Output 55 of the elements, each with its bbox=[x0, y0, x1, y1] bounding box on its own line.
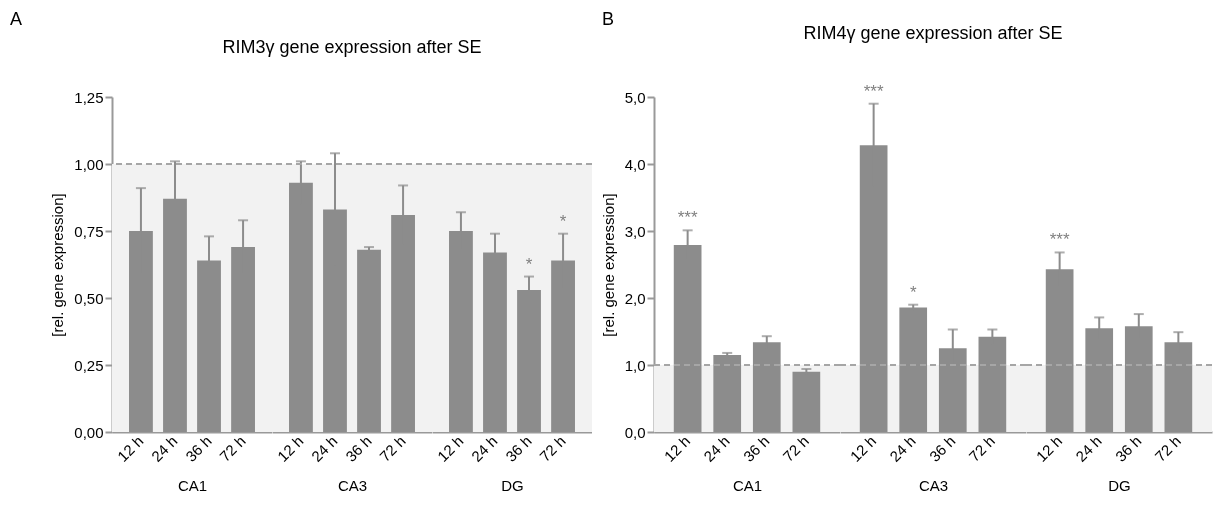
y-tick-label: 3,0 bbox=[624, 222, 646, 240]
y-tick-label: 1,00 bbox=[74, 155, 104, 173]
annotation: *** bbox=[1049, 230, 1070, 250]
y-tick-label: 2,0 bbox=[624, 289, 646, 307]
x-tick-label: 72 h bbox=[779, 432, 813, 465]
text: B bbox=[602, 9, 615, 30]
y-tick-label: 5,0 bbox=[624, 88, 646, 106]
y-axis-title: [rel. gene expression] bbox=[49, 193, 67, 337]
x-tick-label: 72 h bbox=[376, 432, 409, 465]
y-tick-label: 0,00 bbox=[74, 423, 104, 441]
y-tick-label: 0,25 bbox=[74, 356, 104, 374]
x-tick-label: 36 h bbox=[739, 432, 773, 465]
x-axis-title: CA3 bbox=[918, 476, 949, 494]
x-tick-label: 72 h bbox=[965, 432, 999, 465]
x-tick-label: 36 h bbox=[182, 432, 215, 465]
x-tick-label: 72 h bbox=[536, 432, 569, 465]
x-tick-label: 12 h bbox=[433, 432, 467, 465]
x-tick-label: 24 h bbox=[886, 432, 919, 465]
x-tick-label: 24 h bbox=[467, 432, 501, 465]
x-axis-title: DG bbox=[501, 476, 524, 494]
text: A bbox=[10, 9, 23, 30]
annotation: * bbox=[559, 211, 567, 231]
chart-title: RIM3γ gene expression after SE bbox=[222, 37, 482, 57]
y-tick-label: 0,0 bbox=[624, 423, 646, 441]
x-tick-label: 24 h bbox=[700, 432, 733, 465]
x-tick-label: 12 h bbox=[273, 432, 307, 465]
x-axis-title: DG bbox=[1108, 476, 1131, 494]
x-tick-label: 12 h bbox=[113, 432, 147, 465]
x-tick-label: 36 h bbox=[342, 432, 375, 465]
x-tick-label: 72 h bbox=[216, 432, 249, 465]
x-tick-label: 24 h bbox=[307, 432, 341, 465]
x-tick-label: 12 h bbox=[846, 432, 880, 465]
x-tick-label: 36 h bbox=[502, 432, 535, 465]
bar bbox=[713, 354, 742, 432]
x-axis-title: CA1 bbox=[732, 476, 763, 494]
x-tick-label: 24 h bbox=[1072, 432, 1105, 465]
y-tick-label: 4,0 bbox=[624, 155, 646, 173]
chart-title: RIM4γ gene expression after SE bbox=[803, 22, 1063, 43]
y-tick-label: 0,75 bbox=[74, 222, 104, 240]
annotation: *** bbox=[677, 208, 698, 228]
y-tick-label: 0,50 bbox=[74, 289, 104, 307]
x-tick-label: 24 h bbox=[147, 432, 181, 465]
x-axis-title: CA3 bbox=[337, 476, 368, 494]
x-tick-label: 36 h bbox=[1111, 432, 1145, 465]
annotation: * bbox=[525, 254, 533, 274]
x-tick-label: 12 h bbox=[1032, 432, 1066, 465]
x-tick-label: 72 h bbox=[1151, 432, 1185, 465]
x-tick-label: 12 h bbox=[660, 432, 694, 465]
y-tick-label: 1,25 bbox=[74, 88, 104, 106]
annotation: *** bbox=[863, 81, 884, 101]
y-axis-title: [rel. gene expression] bbox=[599, 193, 617, 337]
annotation: * bbox=[909, 282, 917, 302]
y-tick-label: 1,0 bbox=[624, 356, 646, 374]
x-axis-title: CA1 bbox=[177, 476, 208, 494]
x-tick-label: 36 h bbox=[925, 432, 959, 465]
